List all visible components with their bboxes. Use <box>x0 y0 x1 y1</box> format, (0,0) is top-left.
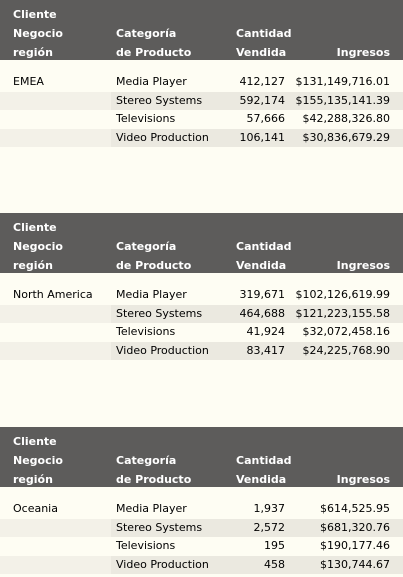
table-row: EMEA Media Player 412,127 $131,149,716.0… <box>0 73 403 92</box>
header-region-line1: Cliente <box>13 8 57 21</box>
header-quantity-line2: Vendida <box>236 46 287 59</box>
cell-revenue: $155,135,141.39 <box>295 93 390 107</box>
table-row: Stereo Systems 2,572 $681,320.76 <box>0 518 403 537</box>
cell-quantity: 41,924 <box>246 325 286 338</box>
cell-quantity: 592,174 <box>239 93 286 107</box>
table-row: Stereo Systems 592,174 $155,135,141.39 <box>0 91 403 110</box>
header-region-line1: Cliente <box>13 221 57 234</box>
header-category-line2: de Producto <box>116 46 192 59</box>
cell-revenue: $130,744.67 <box>320 557 390 571</box>
cell-category: Media Player <box>116 502 187 515</box>
header-region-line3: región <box>13 259 53 272</box>
table-body: Oceania Media Player 1,937 $614,525.95 S… <box>0 500 403 574</box>
cell-category: Televisions <box>116 539 176 552</box>
cell-category: Video Production <box>116 557 209 571</box>
cell-revenue: $131,149,716.01 <box>295 75 390 88</box>
table-row: Oceania Media Player 1,937 $614,525.95 <box>0 500 403 519</box>
cell-revenue: $102,126,619.99 <box>295 288 390 301</box>
cell-revenue: $30,836,679.29 <box>302 130 390 144</box>
header-quantity-line1: Cantidad <box>236 454 292 467</box>
table-row: Video Production 106,141 $30,836,679.29 <box>0 128 403 147</box>
header-region-line1: Cliente <box>13 435 57 448</box>
header-quantity-line2: Vendida <box>236 259 287 272</box>
cell-category: Video Production <box>116 130 209 144</box>
cell-quantity: 2,572 <box>253 520 286 534</box>
cell-quantity: 319,671 <box>239 288 286 301</box>
header-category: Categoría de Producto <box>116 24 191 62</box>
cell-revenue: $24,225,768.90 <box>302 343 390 357</box>
header-region: Cliente Negocio región <box>13 218 63 275</box>
report-section-oceania: Cliente Negocio región Categoría de Prod… <box>0 427 403 574</box>
header-category-line2: de Producto <box>116 259 192 272</box>
table-header: Cliente Negocio región Categoría de Prod… <box>0 0 403 60</box>
cell-revenue: $32,072,458.16 <box>302 325 390 338</box>
header-quantity: Cantidad Vendida <box>236 237 292 275</box>
cell-quantity: 83,417 <box>246 343 286 357</box>
table-row: Video Production 83,417 $24,225,768.90 <box>0 341 403 360</box>
header-category-line1: Categoría <box>116 240 177 253</box>
cell-revenue: $681,320.76 <box>320 520 390 534</box>
cell-category: Stereo Systems <box>116 520 203 534</box>
table-row: Televisions 41,924 $32,072,458.16 <box>0 323 403 342</box>
table-row: Televisions 57,666 $42,288,326.80 <box>0 110 403 129</box>
cell-region: North America <box>13 288 93 301</box>
cell-quantity: 57,666 <box>246 112 286 125</box>
cell-region: EMEA <box>13 75 44 88</box>
cell-revenue: $190,177.46 <box>320 539 390 552</box>
cell-quantity: 195 <box>264 539 285 552</box>
header-region-line3: región <box>13 46 53 59</box>
table-row: Televisions 195 $190,177.46 <box>0 537 403 556</box>
cell-quantity: 458 <box>264 557 285 571</box>
header-category-line1: Categoría <box>116 27 177 40</box>
cell-category: Stereo Systems <box>116 306 203 320</box>
header-revenue: Ingresos <box>336 46 390 59</box>
report-section-north-america: Cliente Negocio región Categoría de Prod… <box>0 213 403 360</box>
header-region-line3: región <box>13 473 53 486</box>
cell-category: Televisions <box>116 325 176 338</box>
header-category: Categoría de Producto <box>116 451 191 489</box>
cell-quantity: 1,937 <box>253 502 286 515</box>
cell-category: Media Player <box>116 288 187 301</box>
table-row: North America Media Player 319,671 $102,… <box>0 286 403 305</box>
cell-revenue: $121,223,155.58 <box>295 306 390 320</box>
cell-quantity: 412,127 <box>239 75 286 88</box>
cell-category: Stereo Systems <box>116 93 203 107</box>
header-category: Categoría de Producto <box>116 237 191 275</box>
table-body: EMEA Media Player 412,127 $131,149,716.0… <box>0 73 403 147</box>
table-header: Cliente Negocio región Categoría de Prod… <box>0 427 403 487</box>
header-category-line2: de Producto <box>116 473 192 486</box>
cell-region: Oceania <box>13 502 58 515</box>
header-region-line2: Negocio <box>13 240 63 253</box>
cell-revenue: $42,288,326.80 <box>302 112 390 125</box>
header-revenue: Ingresos <box>336 259 390 272</box>
report-section-emea: Cliente Negocio región Categoría de Prod… <box>0 0 403 147</box>
header-quantity: Cantidad Vendida <box>236 24 292 62</box>
table-row: Stereo Systems 464,688 $121,223,155.58 <box>0 304 403 323</box>
cell-category: Televisions <box>116 112 176 125</box>
cell-category: Video Production <box>116 343 209 357</box>
header-region-line2: Negocio <box>13 27 63 40</box>
table-body: North America Media Player 319,671 $102,… <box>0 286 403 360</box>
cell-category: Media Player <box>116 75 187 88</box>
header-category-line1: Categoría <box>116 454 177 467</box>
cell-quantity: 464,688 <box>239 306 286 320</box>
header-quantity-line1: Cantidad <box>236 240 292 253</box>
cell-quantity: 106,141 <box>239 130 286 144</box>
header-quantity: Cantidad Vendida <box>236 451 292 489</box>
cell-revenue: $614,525.95 <box>320 502 390 515</box>
table-row: Video Production 458 $130,744.67 <box>0 555 403 574</box>
header-quantity-line2: Vendida <box>236 473 287 486</box>
header-revenue: Ingresos <box>336 473 390 486</box>
header-region-line2: Negocio <box>13 454 63 467</box>
header-quantity-line1: Cantidad <box>236 27 292 40</box>
table-header: Cliente Negocio región Categoría de Prod… <box>0 213 403 273</box>
header-region: Cliente Negocio región <box>13 432 63 489</box>
header-region: Cliente Negocio región <box>13 5 63 62</box>
